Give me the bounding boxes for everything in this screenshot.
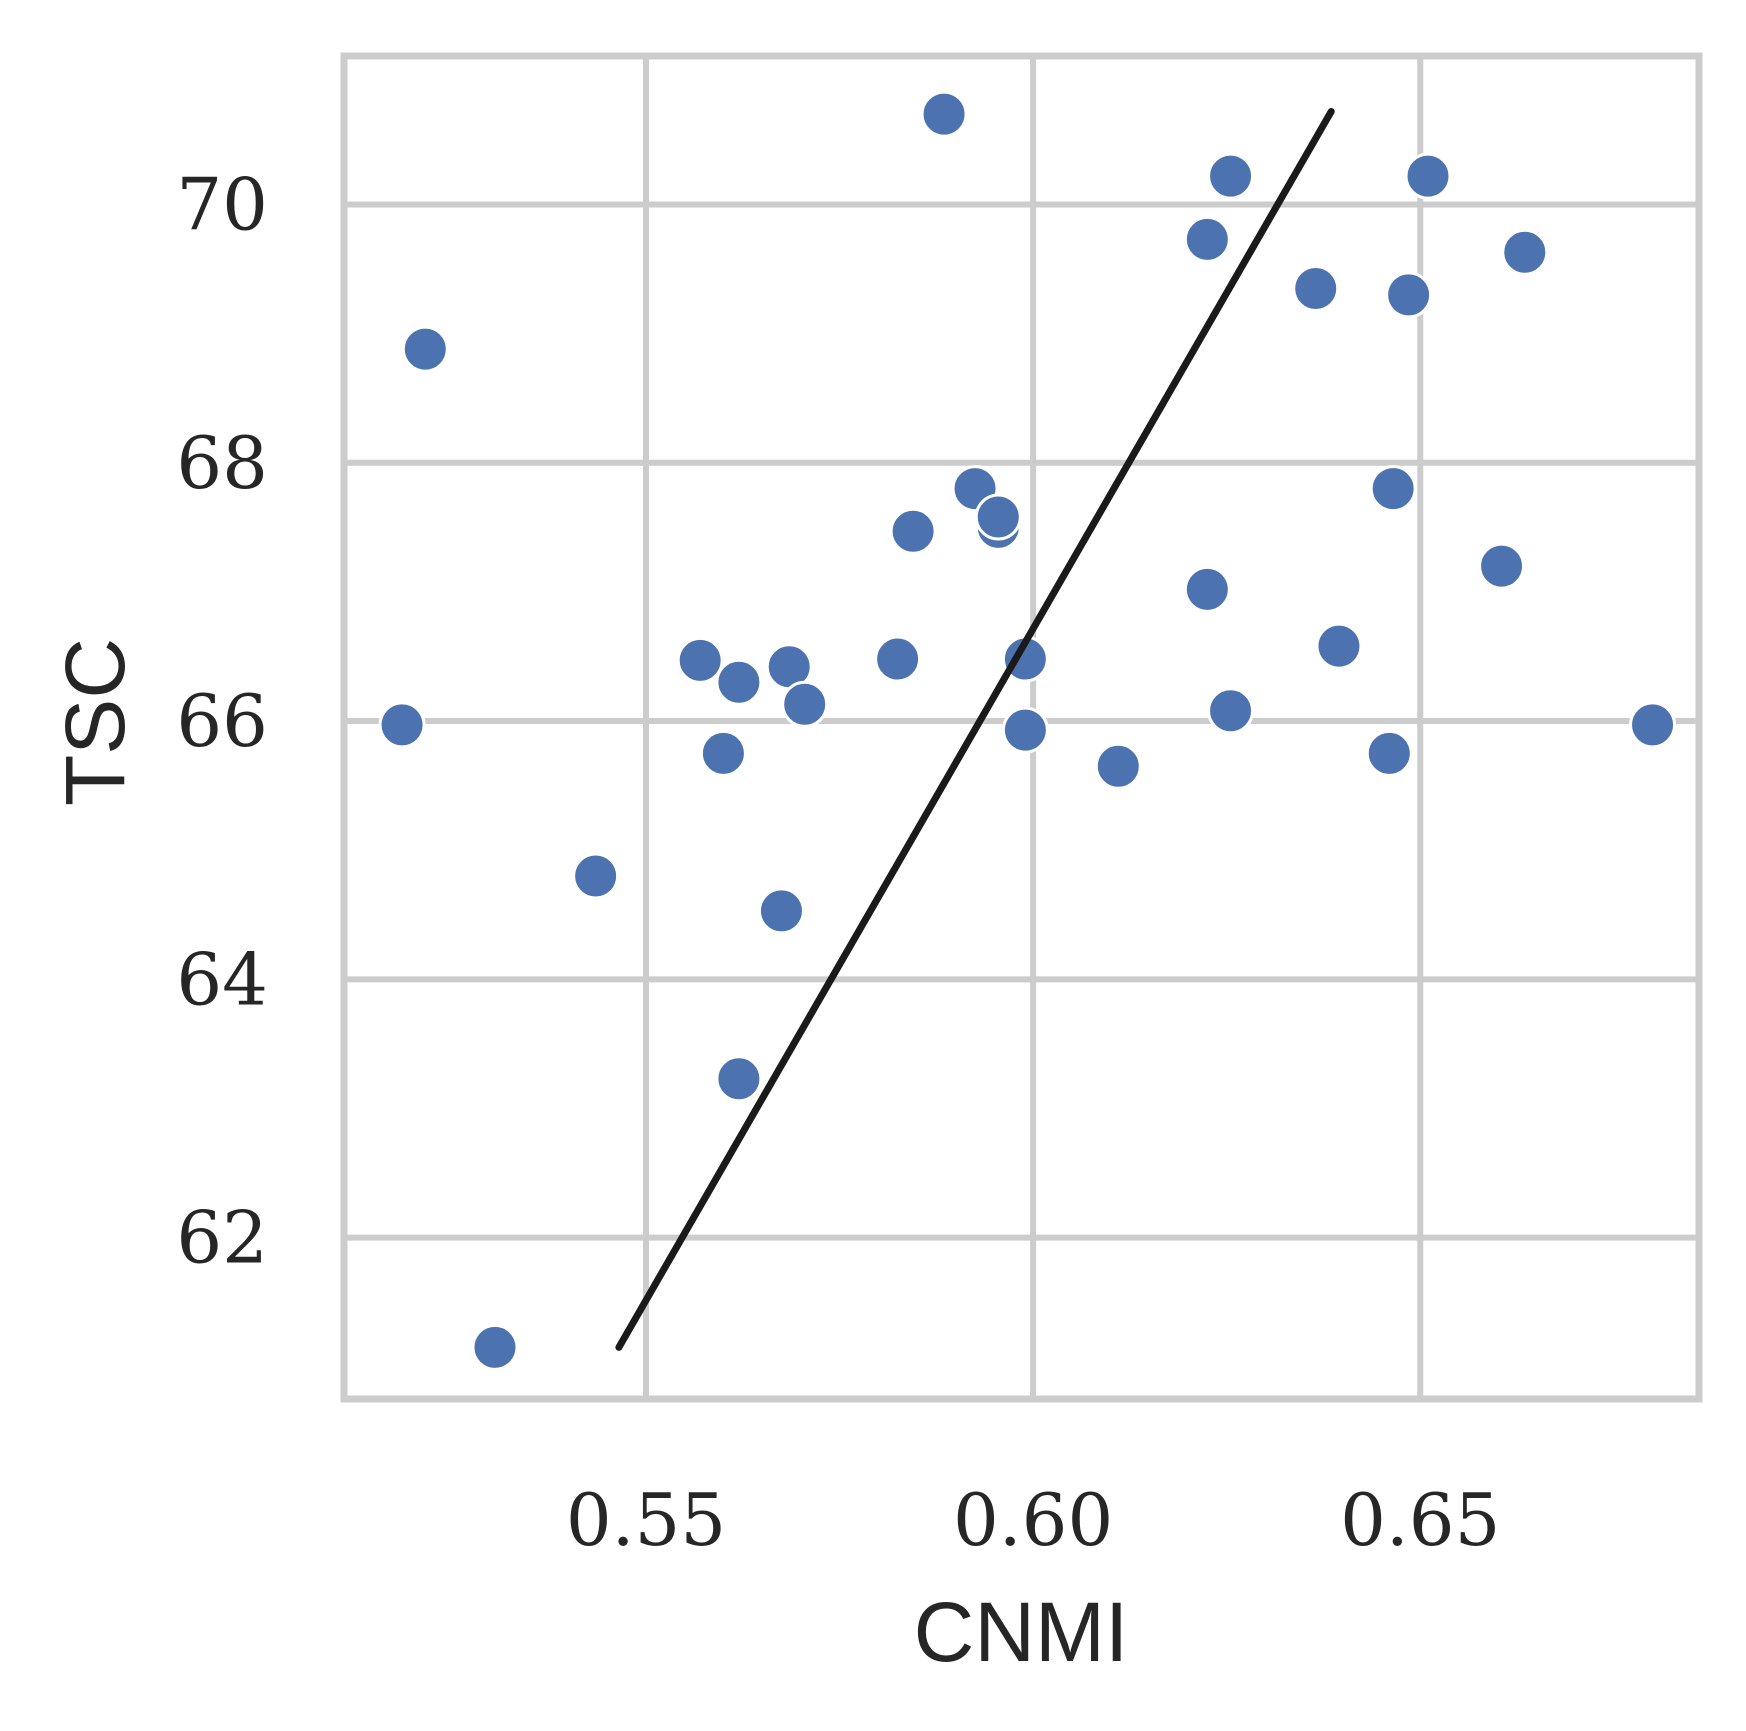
data-point — [1001, 706, 1049, 754]
x-axis-label: CNMI — [914, 1585, 1129, 1679]
data-point — [1478, 542, 1526, 590]
y-tick-label: 64 — [176, 937, 268, 1021]
data-point — [1315, 622, 1363, 670]
y-axis-label: TSC — [48, 638, 142, 806]
data-point — [471, 1323, 519, 1371]
data-point — [401, 325, 449, 373]
data-point — [1183, 565, 1231, 613]
y-tick-label: 62 — [176, 1196, 268, 1280]
data-point — [757, 887, 805, 935]
data-point — [1369, 465, 1417, 513]
data-point — [715, 1055, 763, 1103]
y-tick-label: 66 — [176, 679, 268, 763]
data-point — [378, 701, 426, 749]
data-point — [974, 493, 1022, 541]
data-point — [1207, 687, 1255, 735]
trend-line — [615, 108, 1335, 1351]
data-point — [1207, 152, 1255, 200]
data-points — [378, 90, 1677, 1371]
x-tick-label: 0.65 — [1340, 1478, 1500, 1562]
data-point — [1501, 228, 1549, 276]
data-point — [1292, 264, 1340, 312]
y-tick-label: 70 — [176, 163, 268, 247]
data-point — [781, 680, 829, 728]
data-point — [920, 90, 968, 138]
x-tick-label: 0.55 — [566, 1478, 726, 1562]
data-point — [889, 507, 937, 555]
x-tick-labels: 0.55 0.60 0.65 — [566, 1478, 1501, 1562]
plot-frame — [340, 52, 1703, 1403]
data-point — [1629, 701, 1677, 749]
data-point — [874, 635, 922, 683]
data-point — [676, 636, 724, 684]
data-point — [1404, 152, 1452, 200]
data-point — [1365, 729, 1413, 777]
data-point — [715, 658, 763, 706]
data-point — [572, 852, 620, 900]
y-tick-label: 68 — [176, 421, 268, 505]
data-point — [1094, 742, 1142, 790]
y-tick-labels: 62 64 66 68 70 — [176, 163, 268, 1280]
data-point — [699, 729, 747, 777]
data-point — [1385, 271, 1433, 319]
x-tick-label: 0.60 — [953, 1478, 1113, 1562]
data-point — [1183, 215, 1231, 263]
